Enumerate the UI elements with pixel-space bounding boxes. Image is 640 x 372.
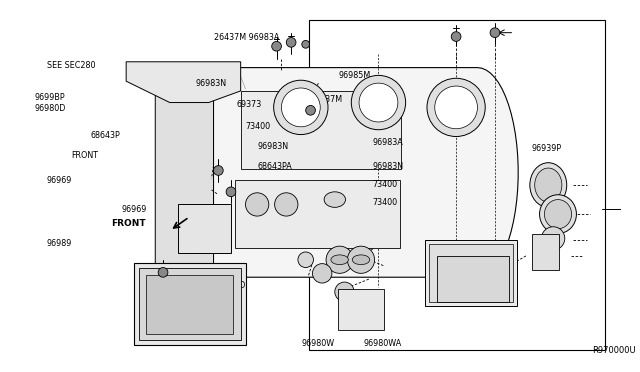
Text: SEE SEC280: SEE SEC280 — [47, 61, 95, 70]
Circle shape — [306, 105, 316, 115]
Bar — [241, 91, 401, 169]
Circle shape — [326, 246, 353, 273]
Bar — [429, 244, 513, 302]
Ellipse shape — [331, 255, 348, 264]
Text: 96980W: 96980W — [301, 339, 334, 347]
Text: 96939P: 96939P — [531, 144, 561, 153]
Circle shape — [490, 28, 500, 38]
Circle shape — [335, 282, 354, 301]
Text: 69373: 69373 — [236, 100, 261, 109]
Polygon shape — [126, 62, 241, 103]
Circle shape — [312, 264, 332, 283]
Text: FRONT: FRONT — [111, 219, 146, 228]
Text: 96980B: 96980B — [183, 317, 214, 326]
Circle shape — [435, 86, 477, 129]
Bar — [436, 256, 509, 302]
Text: 26437M: 26437M — [310, 95, 342, 104]
Ellipse shape — [324, 192, 346, 207]
Text: 96983N: 96983N — [258, 142, 289, 151]
Circle shape — [302, 41, 310, 48]
Circle shape — [348, 246, 374, 273]
Ellipse shape — [534, 168, 562, 202]
Bar — [177, 205, 231, 253]
Circle shape — [359, 83, 398, 122]
Text: 96980D: 96980D — [214, 281, 246, 290]
Ellipse shape — [530, 163, 567, 207]
Circle shape — [286, 38, 296, 47]
Text: 73400: 73400 — [372, 180, 398, 189]
Text: 73400: 73400 — [245, 122, 271, 131]
Circle shape — [451, 32, 461, 41]
Text: 96983N: 96983N — [372, 162, 404, 171]
Circle shape — [246, 193, 269, 216]
Polygon shape — [156, 68, 214, 292]
Ellipse shape — [545, 200, 572, 229]
Bar — [139, 267, 241, 340]
Text: 96983A: 96983A — [372, 138, 403, 147]
Bar — [532, 234, 559, 270]
Ellipse shape — [540, 195, 577, 234]
Text: 96969: 96969 — [47, 176, 72, 185]
Bar — [134, 263, 246, 345]
Circle shape — [351, 76, 406, 130]
Text: 68643P: 68643P — [90, 131, 120, 140]
Circle shape — [282, 88, 320, 127]
Bar — [235, 180, 400, 248]
Text: FRONT: FRONT — [72, 151, 99, 160]
Text: 26437M 96983A: 26437M 96983A — [214, 33, 280, 42]
Bar — [145, 275, 233, 334]
Text: 96989: 96989 — [47, 239, 72, 248]
Circle shape — [275, 193, 298, 216]
Ellipse shape — [352, 255, 370, 264]
Circle shape — [158, 267, 168, 277]
Circle shape — [226, 187, 236, 197]
Circle shape — [541, 227, 564, 250]
Bar — [338, 289, 384, 330]
Text: 96969: 96969 — [121, 205, 147, 214]
Circle shape — [272, 41, 282, 51]
Text: 96980D: 96980D — [34, 104, 65, 113]
Polygon shape — [214, 68, 518, 277]
Circle shape — [427, 78, 485, 137]
Text: 9699BP: 9699BP — [34, 93, 65, 102]
Text: R970000U: R970000U — [592, 346, 636, 355]
Bar — [425, 240, 517, 306]
Text: 96985M: 96985M — [339, 71, 371, 80]
Text: 96983N: 96983N — [196, 78, 227, 88]
Circle shape — [274, 80, 328, 135]
Text: 68643PA: 68643PA — [258, 162, 292, 171]
Bar — [308, 20, 605, 350]
Text: 96980WA: 96980WA — [364, 339, 401, 347]
Circle shape — [214, 166, 223, 175]
Text: 73400: 73400 — [372, 198, 398, 207]
Circle shape — [298, 252, 314, 267]
